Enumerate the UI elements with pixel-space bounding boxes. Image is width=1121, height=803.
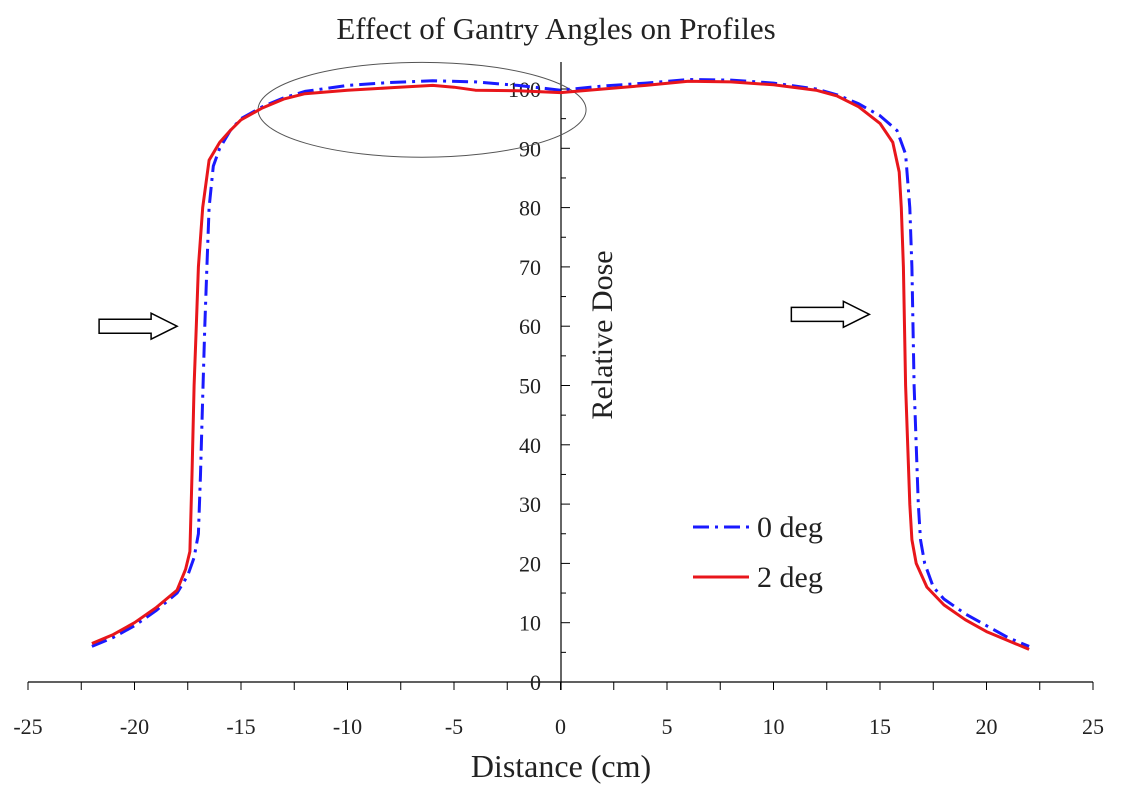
y-axis-label: Relative Dose (586, 250, 619, 419)
x-tick-label: 5 (662, 714, 673, 739)
chart-title: Effect of Gantry Angles on Profiles (336, 11, 775, 46)
x-tick-label: 20 (976, 714, 998, 739)
x-tick-label: -10 (333, 714, 362, 739)
y-tick-label: 60 (519, 314, 541, 339)
series-layer (91, 78, 1030, 651)
x-axis-label: Distance (cm) (471, 748, 651, 784)
series-line-0-deg (91, 78, 1030, 648)
x-tick-label: 15 (869, 714, 891, 739)
y-tick-label: 80 (519, 196, 541, 221)
x-tick-label: -20 (120, 714, 149, 739)
x-tick-label: -15 (226, 714, 255, 739)
y-tick-label: 30 (519, 492, 541, 517)
right-arrow (98, 311, 179, 341)
right-arrow (790, 300, 872, 329)
x-tick-label: 10 (763, 714, 785, 739)
y-tick-label: 70 (519, 255, 541, 280)
annotations (98, 61, 872, 341)
x-tick-label: -5 (445, 714, 463, 739)
y-tick-label: 10 (519, 611, 541, 636)
legend-label: 0 deg (757, 511, 823, 544)
y-tick-label: 50 (519, 374, 541, 399)
y-tick-label: 0 (530, 670, 541, 695)
x-ticks: -25 -20 -15 -10 -5 0 5 10 15 20 25 (13, 682, 1104, 739)
legend: 0 deg 2 deg (693, 511, 823, 594)
series-line-2-deg (91, 79, 1030, 651)
legend-label: 2 deg (757, 561, 823, 594)
y-tick-label: 20 (519, 551, 541, 576)
x-tick-label: -25 (13, 714, 42, 739)
y-tick-label: 90 (519, 136, 541, 161)
x-tick-label: 25 (1082, 714, 1104, 739)
y-tick-label: 40 (519, 433, 541, 458)
x-tick-label: 0 (555, 714, 566, 739)
